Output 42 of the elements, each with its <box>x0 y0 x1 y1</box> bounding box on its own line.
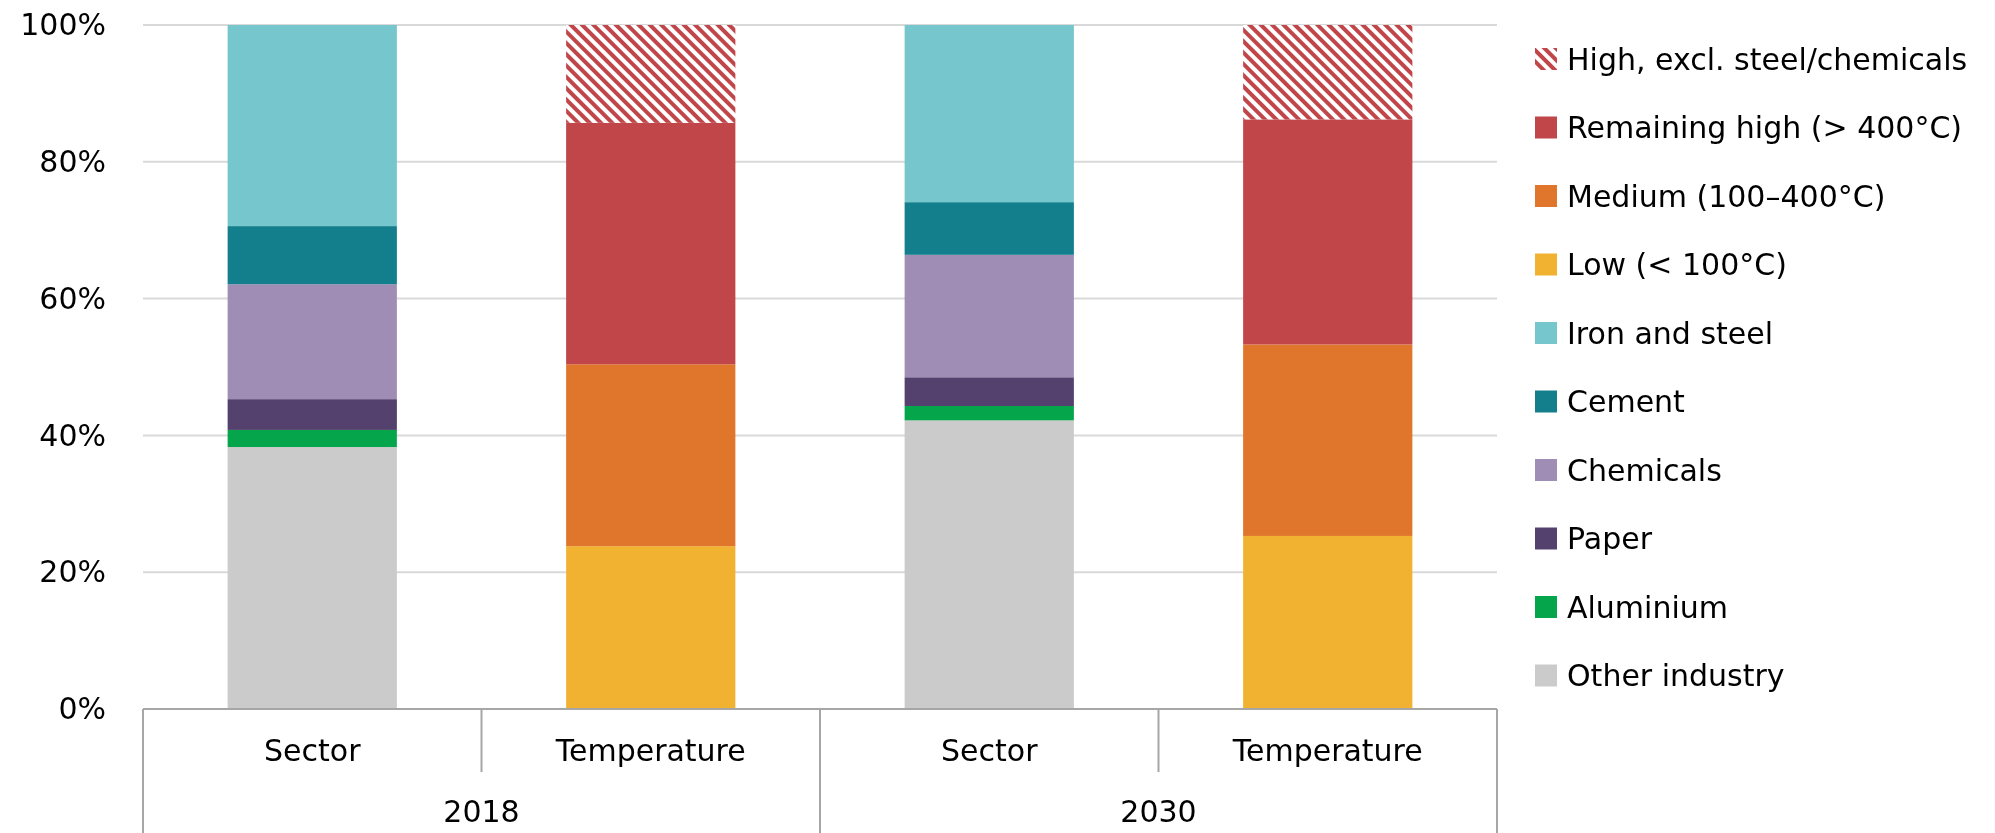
legend-label: High, excl. steel/chemicals <box>1567 41 1968 77</box>
bar <box>227 226 397 285</box>
bar <box>227 284 397 400</box>
bar <box>227 25 397 227</box>
bar <box>227 447 397 709</box>
x-tick-label: Sector <box>264 732 362 768</box>
legend-label: Low (< 100°C) <box>1567 247 1787 282</box>
legend-label: Aluminium <box>1567 589 1729 625</box>
x-tick-label: Temperature <box>1231 732 1423 768</box>
bar <box>1243 25 1413 120</box>
y-tick-label: 0% <box>58 691 106 727</box>
bar <box>904 377 1074 406</box>
y-tick-label: 20% <box>39 554 106 590</box>
legend-label: Chemicals <box>1567 452 1722 488</box>
bar <box>904 405 1074 421</box>
y-tick-label: 100% <box>20 7 106 43</box>
bar <box>904 254 1074 378</box>
x-tick-label: Sector <box>941 732 1039 768</box>
bar <box>227 429 397 448</box>
legend-label: Paper <box>1567 521 1653 556</box>
legend-label: Iron and steel <box>1567 315 1774 351</box>
bar <box>904 25 1074 203</box>
bar <box>904 202 1074 255</box>
y-tick-label: 40% <box>39 417 106 453</box>
legend-label: Remaining high (> 400°C) <box>1567 110 1963 145</box>
bar <box>566 122 736 365</box>
x-tick-label: Temperature <box>554 732 746 768</box>
bar <box>904 420 1074 709</box>
legend-label: Cement <box>1567 384 1686 419</box>
bar <box>566 364 736 547</box>
bar <box>1243 344 1413 536</box>
bar <box>227 399 397 430</box>
y-tick-label: 80% <box>39 143 106 179</box>
bar <box>566 25 736 123</box>
bar <box>1243 535 1413 709</box>
legend-label: Other industry <box>1567 658 1785 693</box>
bar <box>1243 119 1413 345</box>
text: 2030 <box>1120 793 1197 829</box>
y-tick-label: 60% <box>39 280 106 316</box>
legend-label: Medium (100–400°C) <box>1567 178 1886 214</box>
bar <box>566 546 736 709</box>
text: 2018 <box>443 793 520 829</box>
